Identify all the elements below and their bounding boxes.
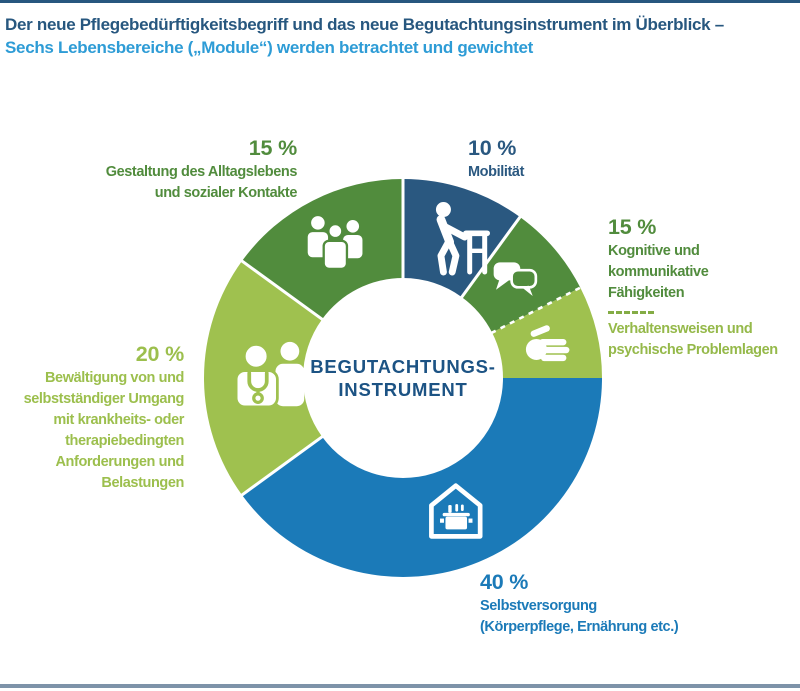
label-kognitive-faehigkeiten: 15 % Kognitive und kommunikative Fähigke… bbox=[608, 215, 800, 361]
label-line: Fähigkeiten bbox=[608, 285, 685, 301]
label-line: selbstständiger Umgang bbox=[23, 391, 185, 407]
label-line: psychische Problemlagen bbox=[608, 342, 778, 358]
bottom-rule bbox=[0, 684, 800, 688]
donut-segment-3 bbox=[492, 287, 602, 378]
segment-divider-dashed bbox=[490, 286, 582, 335]
donut-segment-4 bbox=[242, 378, 602, 577]
label-bewaeltigung: 20 % Bewältigung von und selbstständiger… bbox=[23, 342, 185, 494]
label-line: therapiebedingten bbox=[65, 433, 184, 449]
segment-divider bbox=[240, 434, 324, 497]
header: Der neue Pflegebedürftigkeitsbegriff und… bbox=[5, 13, 724, 59]
donut-chart: BEGUTACHTUNGS- INSTRUMENT bbox=[203, 178, 603, 578]
percent-value: 15 % bbox=[248, 136, 297, 160]
segment-divider bbox=[459, 215, 522, 299]
label-line: mit krankheits- oder bbox=[53, 412, 184, 428]
label-line: Anforderungen und bbox=[55, 454, 184, 470]
percent-value: 10 % bbox=[468, 136, 517, 160]
label-line: und sozialer Kontakte bbox=[154, 185, 298, 201]
label-gestaltung-alltagsleben: 15 % Gestaltung des Alltagslebens und so… bbox=[105, 136, 298, 204]
label-line: Kognitive und kommunikative bbox=[608, 243, 709, 280]
percent-value: 20 % bbox=[135, 342, 184, 366]
label-dashed-divider bbox=[608, 311, 654, 314]
label-line: Bewältigung von und bbox=[44, 370, 184, 386]
top-rule bbox=[0, 0, 800, 3]
label-line: Gestaltung des Alltagslebens bbox=[105, 164, 298, 180]
title-line-1: Der neue Pflegebedürftigkeitsbegriff und… bbox=[5, 15, 724, 34]
label-selbstversorgung: 40 % Selbstversorgung (Körperpflege, Ern… bbox=[480, 570, 679, 638]
label-line: Verhaltensweisen und bbox=[608, 321, 753, 337]
label-line: Selbstversorgung bbox=[480, 598, 597, 614]
label-line: (Körperpflege, Ernährung etc.) bbox=[480, 619, 679, 635]
percent-value: 15 % bbox=[608, 215, 657, 239]
segment-divider bbox=[240, 259, 324, 322]
label-line: Mobilität bbox=[468, 164, 525, 180]
percent-value: 40 % bbox=[480, 570, 529, 594]
label-mobilitaet: 10 % Mobilität bbox=[468, 136, 524, 183]
donut-svg bbox=[204, 178, 602, 577]
label-line: Belastungen bbox=[101, 475, 184, 491]
title-line-2: Sechs Lebensbereiche („Module“) werden b… bbox=[5, 38, 534, 57]
